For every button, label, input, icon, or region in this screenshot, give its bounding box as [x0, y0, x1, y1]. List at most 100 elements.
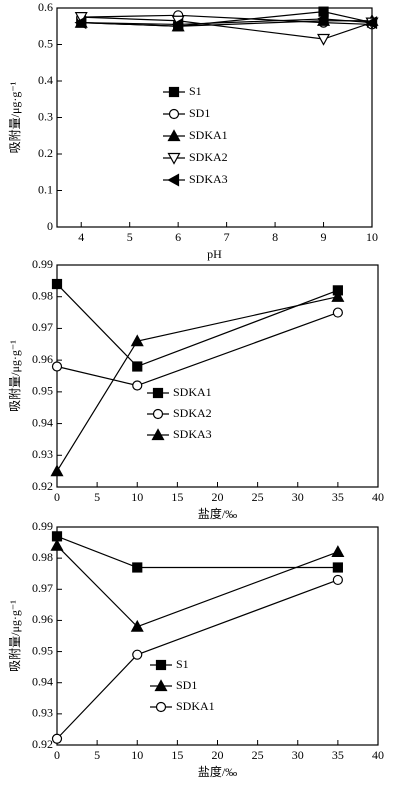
series-line — [56, 535, 338, 569]
y-tick-label: 0.99 — [32, 257, 53, 271]
legend-marker — [168, 108, 180, 120]
x-tick-label: 5 — [94, 490, 100, 504]
y-tick-label: 0.5 — [38, 36, 53, 50]
legend-marker — [168, 86, 180, 98]
marker — [332, 574, 343, 586]
x-tick-label: 20 — [212, 748, 224, 762]
legend-label: SDKA2 — [173, 406, 212, 420]
marker — [132, 562, 143, 573]
x-axis-label: pH — [207, 247, 222, 261]
y-tick-label: 0.3 — [38, 109, 53, 123]
legend-marker — [154, 679, 168, 692]
plot-frame — [56, 526, 379, 746]
marker — [132, 380, 143, 391]
marker — [51, 733, 63, 744]
y-tick-label: 0.1 — [38, 182, 53, 196]
y-tick-label: 0.93 — [32, 706, 53, 720]
legend-label: SDKA1 — [189, 128, 228, 142]
y-tick-label: 0.93 — [32, 447, 53, 461]
y-tick-label: 0.98 — [32, 288, 53, 302]
marker — [316, 12, 329, 26]
series-line — [56, 312, 339, 387]
series-line — [81, 14, 373, 26]
y-tick-label: 0.97 — [32, 581, 53, 595]
x-tick-label: 6 — [175, 230, 181, 244]
marker — [51, 361, 63, 372]
legend-label: SDKA2 — [189, 150, 228, 164]
y-axis-label: 吸附量/μg·g⁻¹ — [8, 600, 22, 672]
x-tick-label: 30 — [292, 490, 304, 504]
x-tick-label: 0 — [54, 490, 60, 504]
y-tick-label: 0.98 — [32, 550, 53, 564]
y-tick-label: 0.99 — [32, 519, 53, 533]
y-tick-label: 0.94 — [32, 415, 53, 429]
marker — [50, 464, 64, 477]
y-axis-label: 吸附量/μg·g⁻¹ — [8, 81, 22, 153]
legend-label: S1 — [176, 657, 189, 671]
legend-marker — [155, 701, 167, 713]
marker — [130, 619, 144, 632]
x-tick-label: 10 — [366, 230, 378, 244]
series-line — [81, 16, 373, 40]
marker — [331, 289, 345, 302]
x-tick-label: 10 — [131, 748, 143, 762]
series-line — [56, 545, 339, 628]
marker — [331, 545, 345, 558]
x-tick-label: 40 — [372, 490, 384, 504]
x-tick-label: 8 — [272, 230, 278, 244]
y-axis-label: 吸附量/μg·g⁻¹ — [8, 340, 22, 412]
legend-marker — [167, 152, 181, 165]
legend-marker — [151, 428, 165, 441]
legend-marker — [167, 173, 180, 187]
x-tick-label: 35 — [332, 748, 344, 762]
marker — [74, 16, 87, 30]
y-tick-label: 0.6 — [38, 0, 53, 14]
legend-label: SDKA3 — [173, 427, 212, 441]
legend-label: SDKA1 — [173, 385, 212, 399]
y-tick-label: 0.92 — [32, 479, 53, 493]
y-tick-label: 0.97 — [32, 320, 53, 334]
x-tick-label: 25 — [252, 490, 264, 504]
legend-marker — [155, 659, 167, 671]
legend-label: SD1 — [176, 678, 197, 692]
y-tick-label: 0.96 — [32, 612, 53, 626]
x-tick-label: 20 — [212, 490, 224, 504]
y-tick-label: 0.95 — [32, 384, 53, 398]
legend-label: SDKA3 — [189, 172, 228, 186]
x-tick-label: 10 — [131, 490, 143, 504]
y-tick-label: 0.95 — [32, 643, 53, 657]
x-tick-label: 15 — [171, 490, 183, 504]
legend-label: SDKA1 — [176, 699, 215, 713]
marker — [317, 33, 331, 46]
marker — [50, 538, 64, 551]
x-tick-label: 7 — [224, 230, 230, 244]
x-tick-label: 4 — [78, 230, 84, 244]
x-axis-label: 盐度/‰ — [198, 506, 237, 521]
x-tick-label: 15 — [171, 748, 183, 762]
marker — [171, 17, 184, 31]
legend-marker — [167, 129, 181, 142]
marker — [332, 562, 343, 573]
legend-label: SD1 — [189, 106, 210, 120]
x-tick-label: 30 — [292, 748, 304, 762]
x-axis-label: 盐度/‰ — [198, 764, 237, 779]
x-tick-label: 40 — [372, 748, 384, 762]
series-line — [81, 18, 373, 26]
legend-label: S1 — [189, 84, 202, 98]
y-tick-label: 0.96 — [32, 352, 53, 366]
x-tick-label: 35 — [332, 490, 344, 504]
series-line — [56, 283, 339, 368]
marker — [51, 278, 63, 290]
marker — [132, 361, 143, 372]
legend-marker — [152, 408, 164, 420]
x-tick-label: 25 — [252, 748, 264, 762]
marker — [365, 16, 378, 30]
marker — [130, 334, 144, 347]
y-tick-label: 0.4 — [38, 73, 53, 87]
y-tick-label: 0.2 — [38, 146, 53, 160]
marker — [132, 649, 143, 660]
x-tick-label: 5 — [127, 230, 133, 244]
legend-marker — [152, 387, 164, 399]
y-tick-label: 0.94 — [32, 674, 53, 688]
